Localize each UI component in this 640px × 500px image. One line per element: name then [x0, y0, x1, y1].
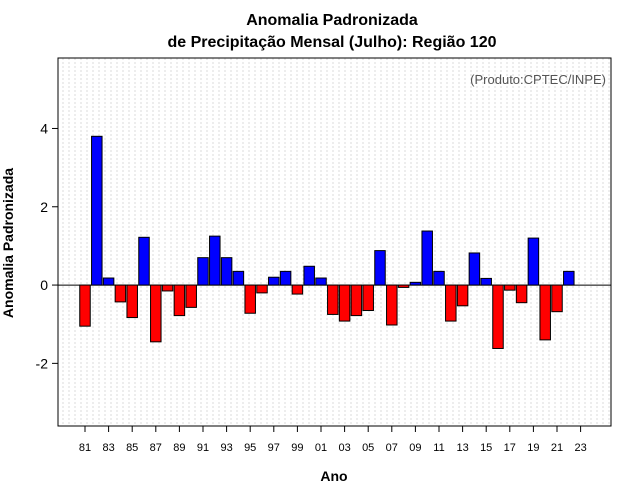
grid-lines: [62, 58, 610, 426]
bar-1981: [79, 284, 91, 327]
x-tick-label: 17: [504, 442, 516, 454]
y-axis-label: Anomalia Padronizada: [0, 168, 16, 318]
bar-2017: [504, 284, 516, 291]
bar-2003: [338, 284, 351, 322]
x-tick-label: 95: [244, 442, 256, 454]
bar-1993: [220, 257, 233, 286]
bar-1984: [114, 284, 127, 303]
bar-2021: [551, 284, 563, 313]
bars-group: [79, 135, 575, 349]
bar-2020: [539, 284, 551, 341]
x-tick-label: 03: [338, 442, 350, 454]
bar-1996: [256, 284, 268, 294]
x-tick-label: 07: [386, 442, 398, 454]
bar-1994: [232, 270, 245, 286]
chart-title-line2: de Precipitação Mensal (Julho): Região 1…: [168, 34, 497, 51]
bar-1989: [173, 284, 186, 317]
x-tick-label: 11: [433, 442, 444, 454]
bar-2014: [468, 252, 481, 286]
credit-label: (Produto:CPTEC/INPE): [470, 72, 606, 87]
x-tick-label: 93: [220, 442, 232, 454]
bar-1982: [91, 135, 103, 286]
x-tick-label: 91: [197, 442, 209, 454]
bar-1988: [161, 284, 174, 292]
bar-2016: [492, 284, 504, 349]
bar-2019: [527, 237, 540, 286]
y-axis: -2 0 2 4: [36, 120, 58, 371]
x-tick-label: 19: [527, 442, 539, 454]
bar-2005: [362, 284, 374, 312]
bar-2009: [409, 281, 422, 286]
x-tick-label: 81: [79, 442, 91, 454]
x-tick-label: 01: [315, 442, 327, 454]
x-tick-label: 21: [551, 442, 563, 454]
x-axis-label: Ano: [320, 468, 347, 484]
bar-2015: [480, 277, 492, 286]
chart-title-line1: Anomalia Padronizada: [246, 12, 418, 29]
bar-1999: [291, 284, 304, 295]
bar-1995: [244, 284, 256, 314]
bar-2004: [350, 284, 363, 317]
x-tick-label: 85: [126, 442, 138, 454]
x-tick-label: 87: [150, 442, 162, 454]
bar-2011: [433, 270, 445, 286]
bar-2010: [421, 230, 433, 286]
bar-1992: [209, 235, 221, 286]
bar-1997: [268, 276, 280, 286]
bar-1991: [197, 257, 209, 286]
bar-1998: [279, 270, 292, 286]
bar-1990: [185, 284, 197, 308]
bar-2002: [327, 284, 339, 315]
x-tick-label: 23: [574, 442, 586, 454]
x-tick-label: 09: [409, 442, 421, 454]
bar-2006: [374, 250, 386, 286]
x-tick-label: 99: [291, 442, 303, 454]
bar-1983: [102, 277, 115, 286]
y-tick-label: 0: [40, 277, 48, 293]
y-tick-label: 4: [40, 120, 48, 136]
x-tick-label: 15: [480, 442, 492, 454]
bar-2022: [563, 270, 575, 286]
x-tick-label: 89: [173, 442, 185, 454]
bar-2013: [456, 284, 469, 307]
plot-frame: [57, 57, 612, 427]
x-tick-label: 05: [362, 442, 374, 454]
x-tick-label: 13: [456, 442, 468, 454]
x-axis: 81 83 85 87 89 91 93 95 97 99 01 03 05 07 09 11 13 15 17 19…: [79, 426, 587, 454]
bar-2008: [397, 284, 410, 288]
x-tick-label: 97: [268, 442, 280, 454]
y-tick-label: -2: [36, 355, 49, 371]
bar-2000: [303, 265, 315, 286]
bar-1986: [138, 236, 150, 286]
y-tick-label: 2: [40, 199, 48, 215]
bar-2001: [315, 277, 327, 286]
x-tick-label: 83: [102, 442, 114, 454]
bar-2012: [445, 284, 457, 322]
bar-1987: [150, 284, 162, 343]
bar-2007: [386, 284, 398, 326]
bar-2018: [515, 284, 528, 304]
bar-1985: [126, 284, 138, 319]
